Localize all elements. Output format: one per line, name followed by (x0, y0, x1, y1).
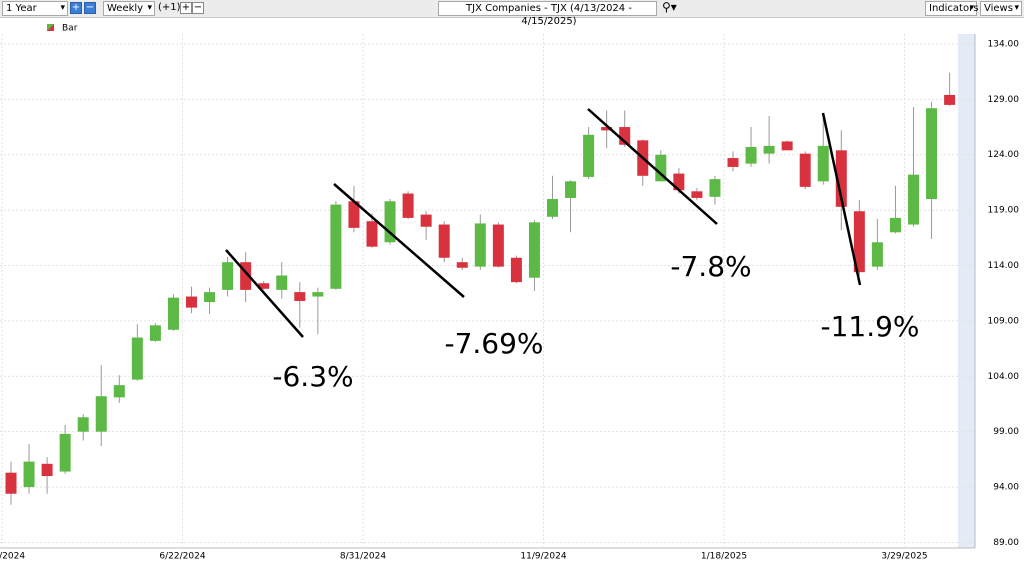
trend-line (821, 112, 862, 286)
y-tick-label: 104.00 (988, 372, 1020, 382)
annotation-lines (225, 108, 862, 338)
x-tick-label: 4/13/2024 (0, 552, 25, 562)
candle-body (258, 283, 270, 289)
candle-body (510, 257, 522, 283)
legend-icon (47, 24, 54, 31)
candle-body (456, 262, 468, 268)
candle-body (926, 108, 938, 200)
interval-select[interactable]: Weekly (103, 1, 155, 16)
y-tick-label: 124.00 (988, 150, 1020, 160)
x-tick-label: 6/22/2024 (159, 552, 205, 562)
candle-body (420, 214, 432, 227)
candle-body (673, 173, 685, 191)
candle-body (817, 145, 829, 182)
zoom-out[interactable]: − (84, 2, 96, 14)
candle-body (727, 158, 739, 167)
candle-body (95, 396, 107, 432)
toolbar: 1 Year + − Weekly (+1) + − TJX Companies… (0, 0, 1024, 27)
candle-body (240, 262, 252, 290)
y-tick-label: 129.00 (988, 95, 1020, 105)
candle-body (655, 154, 667, 182)
candle-body (5, 472, 17, 494)
candle-body (871, 242, 883, 267)
annotation: -7.69% (444, 327, 543, 360)
candle-body (438, 224, 450, 258)
annotation: -7.8% (670, 250, 751, 283)
candle-body (167, 297, 179, 330)
candle-body (565, 181, 577, 198)
candle-body (222, 262, 234, 290)
candle-body (348, 201, 360, 228)
candle-body (366, 221, 378, 247)
candle-body (691, 191, 703, 198)
candle-body (908, 174, 919, 225)
candle-body (41, 463, 53, 476)
chart-title: TJX Companies - TJX (4/13/2024 - 4/15/20… (438, 1, 657, 27)
offset-plus[interactable]: + (180, 2, 192, 14)
trend-line (587, 108, 718, 225)
plot: 89.00 94.00 99.00 104.00 109.00 114.00 119.00 1… (0, 34, 1019, 562)
legend-label: Bar (62, 24, 78, 34)
candle-body (492, 224, 504, 267)
x-tick-label: 3/29/2025 (881, 552, 927, 562)
y-tick-label: 114.00 (988, 261, 1020, 271)
y-tick-label: 119.00 (988, 206, 1020, 216)
candle-body (583, 134, 595, 177)
search-icon[interactable]: ⚲▾ (662, 0, 677, 14)
candle-body (835, 150, 847, 207)
x-tick-label: 8/31/2024 (340, 552, 386, 562)
candle-body (186, 296, 197, 308)
y-tick-label: 99.00 (993, 427, 1019, 437)
candle-body (619, 127, 631, 145)
future-shade (958, 34, 975, 548)
x-tick-label: 1/18/2025 (701, 552, 747, 562)
candle-body (23, 461, 35, 488)
candle-body (384, 201, 396, 243)
zoom-in[interactable]: + (70, 2, 82, 14)
y-tick-label: 134.00 (988, 39, 1020, 49)
y-tick-label: 94.00 (993, 483, 1019, 493)
candle-body (149, 325, 161, 341)
candle-body (745, 146, 757, 164)
candle-body (601, 127, 613, 131)
candle-body (276, 275, 288, 290)
candle-body (204, 292, 216, 303)
indicators-button[interactable]: Indicators (925, 1, 978, 16)
candle-body (402, 193, 414, 218)
candle-body (77, 417, 89, 432)
candle-body (781, 141, 793, 151)
range-select[interactable]: 1 Year (2, 1, 68, 16)
annotation: -11.9% (820, 310, 919, 343)
candle-body (853, 211, 865, 273)
candle-body (547, 199, 558, 217)
candle-body (330, 204, 342, 289)
candle-body (59, 433, 71, 472)
candle-body (131, 337, 143, 380)
candle-body (944, 94, 956, 105)
candle-body (763, 145, 775, 154)
candle-body (294, 292, 306, 301)
trend-line (225, 249, 304, 338)
candle-body (474, 223, 486, 267)
offset-label: (+1) (158, 2, 181, 13)
x-tick-label: 11/9/2024 (520, 552, 566, 562)
candle-body (709, 179, 721, 197)
candle-body (799, 153, 811, 187)
candle-body (889, 217, 901, 233)
candle-body (312, 292, 324, 297)
candle-body (113, 385, 125, 398)
y-tick-label: 89.00 (993, 538, 1019, 548)
candle-body (528, 222, 540, 278)
views-button[interactable]: Views (980, 1, 1022, 16)
annotation: -6.3% (272, 360, 353, 393)
offset-minus[interactable]: − (192, 2, 204, 14)
y-tick-label: 109.00 (988, 316, 1020, 326)
trend-line (333, 183, 465, 298)
